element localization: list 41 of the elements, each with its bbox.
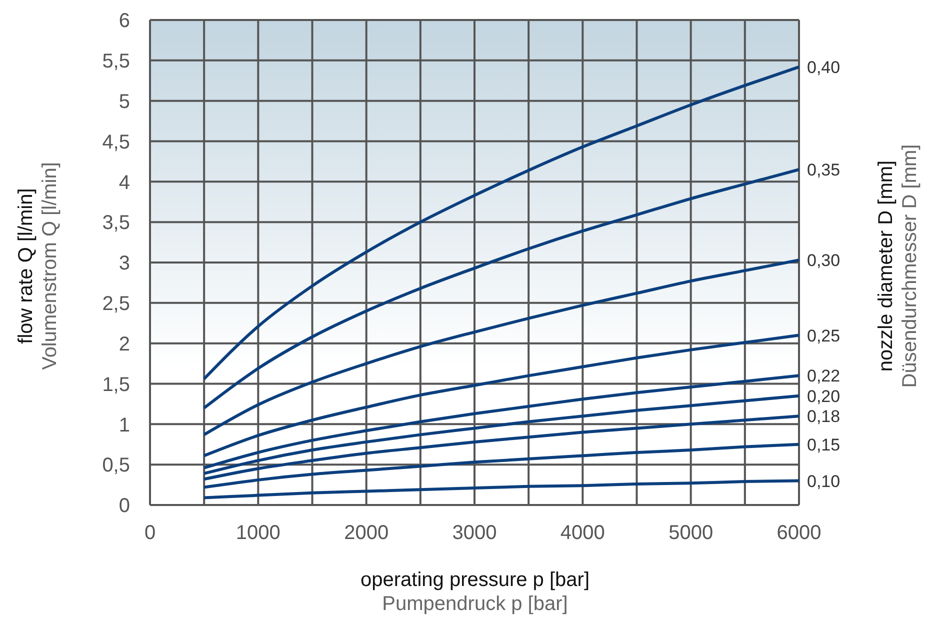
series-label: 0,40 [807,58,840,77]
series-label: 0,18 [807,407,840,426]
y-tick-label: 6 [118,10,130,32]
y-tick-label: 4,5 [102,131,130,154]
y-tick-label: 3 [118,252,130,275]
line-series [202,65,799,380]
x-tick-label: 0 [144,522,156,544]
series-label: 0,35 [807,160,840,180]
series-label: 0,10 [807,472,840,491]
x-axis-title: operating pressure p [bar] Pumpendruck p [bar] [360,568,590,616]
y-tick-label: 4 [118,172,130,194]
line-series [202,479,799,500]
line-series [202,258,799,436]
y2-axis-title: nozzle diameter D [mm] Düsendurchmesser D [mm] [874,144,922,388]
x-tick-label: 6000 [776,522,822,544]
series-label: 0,25 [807,326,840,346]
x-tick-label: 2000 [344,522,389,544]
y-tick-label: 0 [118,495,130,518]
line-series [202,168,799,410]
series-label: 0,22 [807,366,840,386]
line-series [202,394,799,475]
y-axis-title: flow rate Q [l/min] Volumenstrom Q [l/min] [14,162,62,370]
y-tick-label: 3,5 [102,212,130,234]
x-tick-label: 5000 [668,522,714,544]
y-tick-label: 1,5 [102,374,130,396]
series-label: 0,20 [807,386,840,406]
x-tick-label: 1000 [236,522,280,544]
line-series [202,442,799,489]
y-tick-label: 5,5 [102,50,130,73]
y-tick-label: 2 [118,333,130,356]
series-label: 0,30 [807,251,840,270]
x-tick-label: 3000 [452,522,497,544]
y-tick-label: 1 [118,414,130,436]
y-tick-label: 2,5 [102,293,130,316]
series-label: 0,15 [807,435,840,454]
x-tick-label: 4000 [560,522,605,544]
line-series [202,334,799,458]
y-tick-label: 5 [118,90,130,113]
line-series [202,414,799,481]
y-tick-label: 0,5 [102,454,130,477]
line-series [202,374,799,470]
